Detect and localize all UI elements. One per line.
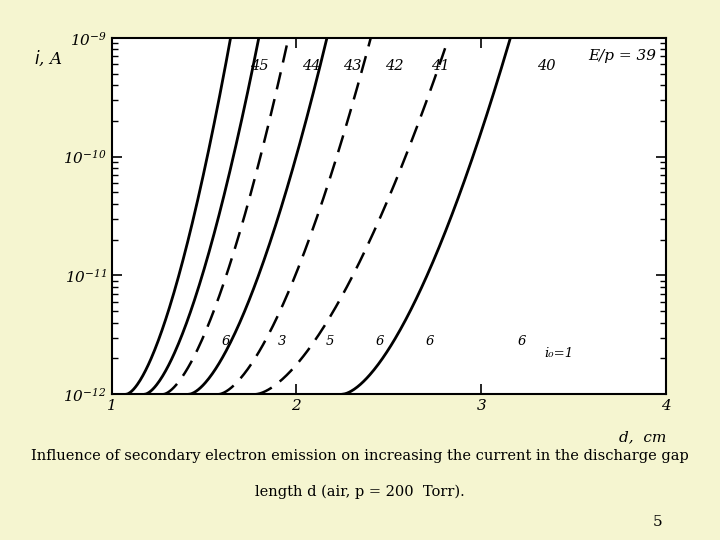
Text: 6: 6 [222, 335, 230, 348]
Text: 5: 5 [325, 335, 334, 348]
Text: 40: 40 [536, 59, 555, 73]
Text: length d (air, p = 200  Torr).: length d (air, p = 200 Torr). [255, 484, 465, 498]
Text: 42: 42 [385, 59, 404, 73]
Text: 5: 5 [653, 515, 662, 529]
Text: 6: 6 [375, 335, 384, 348]
Text: 6: 6 [518, 335, 526, 348]
Text: 44: 44 [302, 59, 320, 73]
Text: d,  cm: d, cm [618, 430, 666, 444]
Text: E/p = 39: E/p = 39 [588, 49, 657, 63]
Text: i₀=1: i₀=1 [544, 347, 573, 360]
Text: $i$, A: $i$, A [34, 49, 63, 68]
Text: 45: 45 [250, 59, 269, 73]
Text: 41: 41 [431, 59, 450, 73]
Text: 43: 43 [343, 59, 361, 73]
Text: 6: 6 [426, 335, 433, 348]
Text: Influence of secondary electron emission on increasing the current in the discha: Influence of secondary electron emission… [31, 449, 689, 463]
Text: 3: 3 [277, 335, 286, 348]
